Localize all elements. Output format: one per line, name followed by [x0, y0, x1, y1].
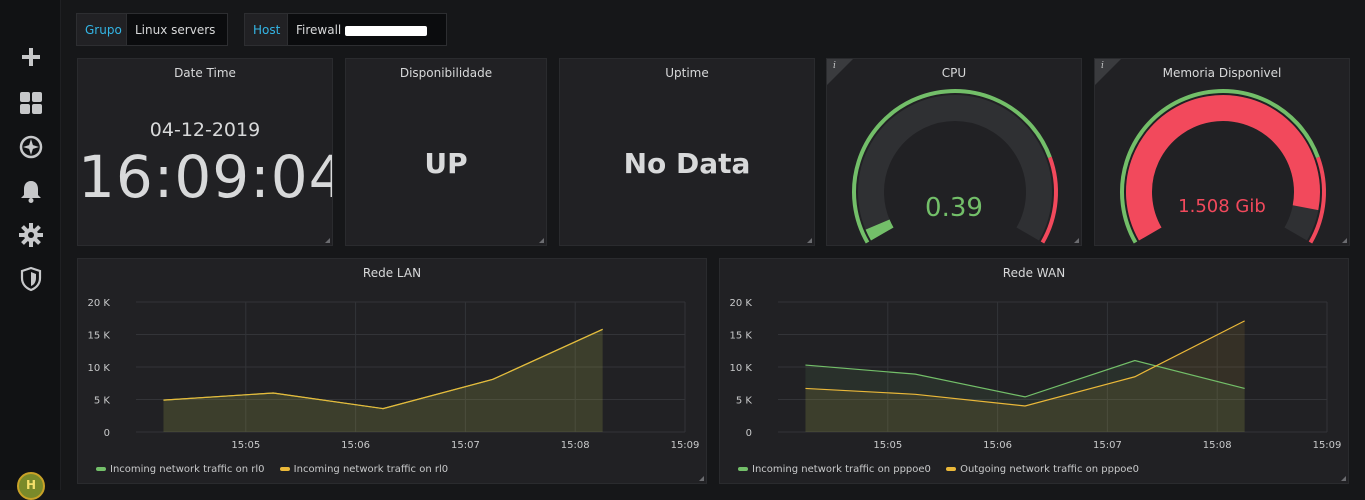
- legend-label: Incoming network traffic on rl0: [110, 464, 265, 475]
- resize-handle[interactable]: [1074, 238, 1079, 243]
- legend-swatch: [96, 467, 106, 471]
- panel-title: Uptime: [665, 66, 709, 80]
- clock-date: 04-12-2019: [149, 119, 261, 141]
- y-tick-label: 20 K: [88, 298, 111, 309]
- variable-value-grupo: Linux servers: [135, 23, 216, 37]
- gauge-threshold-green: [1120, 89, 1320, 244]
- legend-label: Outgoing network traffic on pppoe0: [960, 464, 1139, 475]
- variable-select-grupo[interactable]: Linux servers: [126, 13, 228, 66]
- info-icon[interactable]: i: [1101, 61, 1104, 71]
- panel-rede-wan[interactable]: Rede WAN 0 5 K 10 K 15 K 20 K 15:05 15:06 15:07…: [719, 258, 1349, 484]
- y-tick-label: 0: [104, 428, 110, 439]
- resize-handle[interactable]: [1342, 238, 1347, 243]
- resize-handle[interactable]: [1341, 476, 1346, 481]
- resize-handle[interactable]: [699, 476, 704, 481]
- x-tick-label: 15:05: [873, 440, 902, 451]
- panel-title: Rede WAN: [1002, 266, 1066, 280]
- series-line[interactable]: [163, 328, 603, 410]
- legend-item[interactable]: Outgoing network traffic on pppoe0: [946, 464, 1139, 475]
- x-tick-label: 15:07: [1093, 440, 1122, 451]
- legend: Incoming network traffic on rl0 Incoming…: [96, 464, 460, 475]
- panel-disponibilidade[interactable]: Disponibilidade UP: [345, 58, 547, 246]
- panel-title: Date Time: [174, 66, 236, 80]
- variable-label-grupo: Grupo: [76, 13, 131, 46]
- legend-item[interactable]: Incoming network traffic on rl0: [96, 464, 264, 475]
- gauge-threshold-red: [1040, 156, 1058, 244]
- x-tick-label: 15:05: [231, 440, 260, 451]
- chart-rede-wan: 0 5 K 10 K 15 K 20 K 15:05 15:06 15:07 15:08 15:0…: [730, 298, 1342, 451]
- avatar[interactable]: H: [17, 472, 45, 500]
- sidebar: H: [0, 0, 61, 500]
- y-tick-label: 5 K: [736, 396, 753, 407]
- variable-label-host: Host: [244, 13, 290, 46]
- cpu-value: 0.39: [925, 193, 983, 223]
- x-tick-label: 15:06: [341, 440, 370, 451]
- chart-rede-lan: 0 5 K 10 K 15 K 20 K 15:05 15:06 15:07 15:08 15:0…: [88, 298, 700, 451]
- configuration-icon[interactable]: [18, 222, 44, 248]
- y-tick-label: 5 K: [94, 396, 111, 407]
- memory-value: 1.508 Gib: [1178, 196, 1266, 217]
- availability-value: UP: [424, 147, 468, 180]
- resize-handle[interactable]: [539, 238, 544, 243]
- plus-icon[interactable]: [18, 44, 44, 70]
- legend-item[interactable]: Incoming network traffic on rl0: [279, 464, 449, 475]
- legend-swatch: [738, 467, 748, 471]
- uptime-value: No Data: [623, 147, 751, 180]
- variable-value-host: Firewall: [296, 23, 342, 37]
- panel-date-time[interactable]: Date Time 04-12-2019 16:09:04: [77, 58, 333, 246]
- cpu-gauge: [852, 89, 1058, 244]
- series-area: [805, 360, 1245, 432]
- x-tick-label: 15:09: [671, 440, 700, 451]
- legend-item[interactable]: Incoming network traffic on pppoe0: [738, 464, 931, 475]
- y-tick-label: 15 K: [88, 331, 111, 342]
- variable-select-host[interactable]: Firewall: [287, 13, 447, 66]
- x-tick-label: 15:09: [1313, 440, 1342, 451]
- explore-icon[interactable]: [18, 134, 44, 160]
- x-tick-label: 15:08: [1203, 440, 1232, 451]
- panel-cpu[interactable]: i CPU 0.39: [826, 58, 1082, 246]
- redacted-text: [345, 25, 428, 36]
- series-line[interactable]: [805, 359, 1245, 398]
- series-line[interactable]: [805, 320, 1245, 407]
- y-tick-label: 10 K: [88, 363, 111, 374]
- panel-title: Rede LAN: [362, 266, 422, 280]
- y-tick-label: 0: [746, 428, 752, 439]
- info-icon[interactable]: i: [833, 61, 836, 71]
- resize-handle[interactable]: [807, 238, 812, 243]
- series-area: [163, 329, 603, 432]
- x-tick-label: 15:07: [451, 440, 480, 451]
- clock-time: 16:09:04: [78, 143, 333, 211]
- panel-memoria-disponivel[interactable]: i Memoria Disponivel 1.508 Gib: [1094, 58, 1350, 246]
- gauge-value-arc: [1126, 95, 1320, 241]
- panel-title: CPU: [941, 66, 967, 80]
- panel-title: Memoria Disponivel: [1162, 66, 1282, 80]
- resize-handle[interactable]: [325, 238, 330, 243]
- series-area: [163, 329, 603, 432]
- gauge-threshold-green: [852, 89, 1052, 244]
- legend: Incoming network traffic on pppoe0 Outgo…: [738, 464, 1151, 475]
- panel-title: Disponibilidade: [399, 66, 493, 80]
- shield-icon[interactable]: [18, 266, 44, 292]
- gauge-track: [858, 95, 1052, 241]
- memory-gauge: [1120, 89, 1326, 244]
- dashboards-icon[interactable]: [18, 90, 44, 116]
- legend-swatch: [946, 467, 957, 471]
- x-tick-label: 15:08: [561, 440, 590, 451]
- legend-label: Incoming network traffic on rl0: [293, 464, 449, 475]
- panel-info-corner[interactable]: [1095, 59, 1121, 85]
- x-tick-label: 15:06: [983, 440, 1012, 451]
- y-tick-label: 20 K: [730, 298, 753, 309]
- panel-rede-lan[interactable]: Rede LAN 0 5 K 10 K 15 K 20 K 15:05 15:06 15:07…: [77, 258, 707, 484]
- alerting-icon[interactable]: [18, 178, 44, 204]
- y-tick-label: 10 K: [730, 363, 753, 374]
- legend-swatch: [279, 467, 290, 471]
- panel-uptime[interactable]: Uptime No Data: [559, 58, 815, 246]
- panel-info-corner[interactable]: [827, 59, 853, 85]
- series-area: [805, 320, 1245, 432]
- gauge-threshold-red: [1308, 156, 1326, 244]
- legend-label: Incoming network traffic on pppoe0: [752, 464, 931, 475]
- y-tick-label: 15 K: [730, 331, 753, 342]
- gauge-value-arc: [865, 219, 894, 241]
